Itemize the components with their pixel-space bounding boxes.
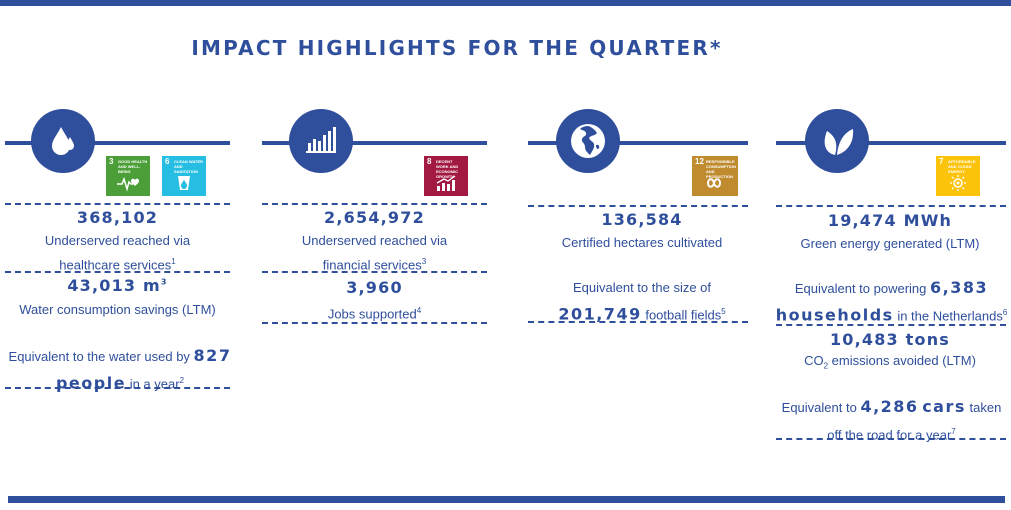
divider: [262, 271, 487, 273]
sdg-12-badge: 12 Responsible consumption and productio…: [692, 156, 738, 196]
metric-label: Underserved reached via financial servic…: [301, 233, 448, 273]
divider: [776, 438, 1006, 440]
divider: [5, 271, 230, 273]
sdg-7-badge: 7 Affordable and clean energy: [936, 156, 980, 196]
divider: [776, 205, 1006, 207]
bar-chart-icon: [289, 109, 353, 173]
metric-label: Underserved reached via healthcare servi…: [44, 233, 191, 273]
sdg-8-badge: 8 Decent work and economic growth: [424, 156, 468, 196]
divider: [262, 322, 487, 324]
metric-value: 10,483 tons: [829, 330, 951, 349]
divider: [528, 205, 748, 207]
header-line: [776, 141, 1006, 145]
divider: [776, 324, 1006, 326]
bottom-rule: [8, 496, 1005, 503]
header-line: [5, 141, 230, 145]
equivalence-text: Equivalent to the water used by 827 peop…: [8, 346, 232, 393]
metric-label: Jobs supported4: [327, 306, 422, 322]
metric-label: Water consumption savings (LTM): [19, 302, 216, 317]
metric-value: 2,654,972: [324, 208, 425, 227]
divider: [528, 321, 748, 323]
top-rule: [0, 0, 1011, 6]
water-glass-icon: [178, 176, 190, 190]
divider: [5, 203, 230, 205]
metric-label: CO2 emissions avoided (LTM): [804, 353, 976, 371]
water-drop-icon: [31, 109, 95, 173]
equivalence-text: Equivalent to powering 6,383 households …: [775, 278, 1008, 325]
globe-icon: [556, 109, 620, 173]
header-line: [262, 141, 487, 145]
metric-value: 136,584: [601, 210, 683, 229]
leaves-icon: [805, 109, 869, 173]
sdg-3-badge: 3 Good health and well-being: [106, 156, 150, 196]
growth-chart-icon: [436, 175, 456, 191]
metric-value: 43,013 m3: [67, 276, 168, 295]
divider: [262, 203, 487, 205]
sun-icon: [950, 175, 966, 191]
equivalence-text: Equivalent to the size of 201,749 footba…: [558, 280, 726, 324]
header-line: [528, 141, 748, 145]
divider: [5, 387, 230, 389]
metric-value: 19,474 MWh: [827, 211, 953, 230]
metric-value: 3,960: [346, 278, 403, 297]
metric-label: Certified hectares cultivated: [561, 235, 723, 250]
heartbeat-icon: [117, 176, 139, 192]
metric-label: Green energy generated (LTM): [800, 236, 980, 251]
infinity-icon: [706, 178, 722, 188]
metric-value: 368,102: [76, 208, 159, 227]
sdg-6-badge: 6 Clean water and sanitation: [162, 156, 206, 196]
page-title: IMPACT HIGHLIGHTS FOR THE QUARTER*: [191, 36, 723, 60]
